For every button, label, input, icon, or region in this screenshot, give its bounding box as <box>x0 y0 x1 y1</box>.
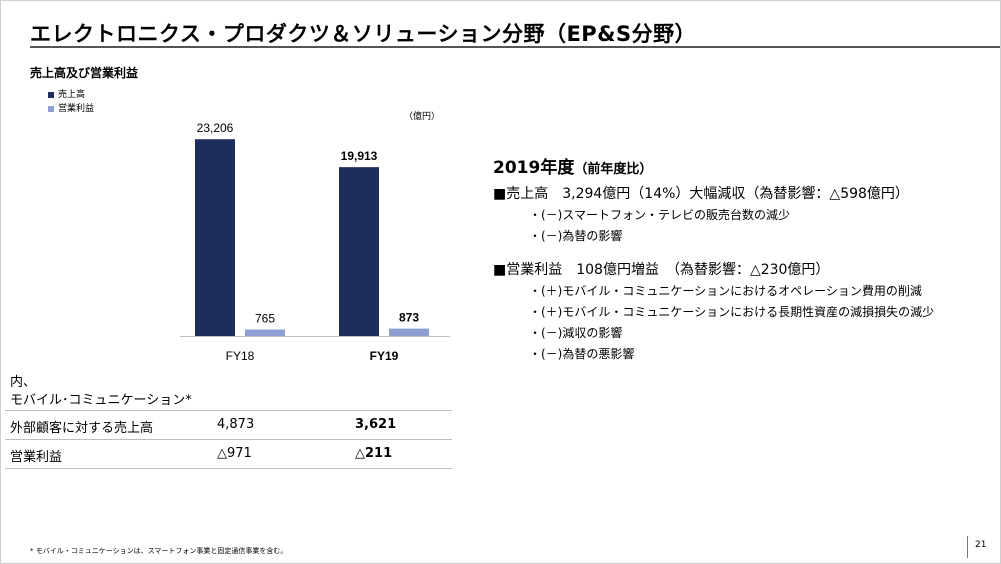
bar-profit-fy18 <box>245 329 285 336</box>
sales-point: ・(－)スマートフォン・テレビの販売台数の減少 <box>529 208 791 222</box>
footnote: * モバイル・コミュニケーションは、スマートフォン事業と固定通信事業を含む。 <box>30 547 288 555</box>
row-label: 営業利益 <box>10 450 63 465</box>
table-heading: 内、 モバイル･コミュニケーション* <box>5 374 452 410</box>
row-label: 外部顧客に対する売上高 <box>10 421 154 436</box>
row-value-fy18: 4,873 <box>217 417 255 432</box>
x-tick-label-fy19: FY19 <box>370 349 399 363</box>
legend-label-sales: 売上高 <box>58 90 86 100</box>
profit-point: ・(＋)モバイル・コミュニケーションにおける長期性資産の減損損失の減少 <box>529 305 935 319</box>
title-underline <box>30 46 1000 48</box>
page-number-divider <box>967 536 968 558</box>
legend-label-profit: 営業利益 <box>58 104 95 114</box>
data-label-sales-fy18: 23,206 <box>197 121 234 135</box>
row-value-fy19: △211 <box>355 446 393 461</box>
bar-profit-fy19 <box>389 328 429 336</box>
bar-sales-fy18 <box>195 139 235 336</box>
row-value-fy19: 3,621 <box>355 417 397 432</box>
x-tick-label-fy18: FY18 <box>226 349 255 363</box>
table-row: 営業利益 △971 △211 <box>5 439 452 469</box>
commentary-heading-year: 2019年度 <box>493 158 575 178</box>
chart-section-heading: 売上高及び営業利益 <box>30 66 139 80</box>
row-value-fy18: △971 <box>217 446 252 461</box>
unit-label: （億円） <box>404 112 441 122</box>
legend-swatch-sales <box>48 92 54 98</box>
profit-point: ・(＋)モバイル・コミュニケーションにおけるオペレーション費用の削減 <box>529 284 922 298</box>
page-number: 21 <box>975 540 987 550</box>
legend-item-profit: 営業利益 <box>48 102 94 116</box>
page-title: エレクトロニクス・プロダクツ＆ソリューション分野（EP&S分野） <box>30 22 697 46</box>
commentary-heading: 2019年度（前年度比） <box>493 155 993 183</box>
sales-bullet: ■売上高 3,294億円（14%）大幅減収（為替影響：△598億円） <box>493 186 909 202</box>
commentary-panel: 2019年度（前年度比） ■売上高 3,294億円（14%）大幅減収（為替影響：… <box>493 155 993 365</box>
table-heading-line-2: モバイル･コミュニケーション* <box>10 393 192 408</box>
table-heading-line-1: 内、 <box>10 375 37 390</box>
sales-point: ・(－)為替の影響 <box>529 229 623 243</box>
profit-point: ・(－)減収の影響 <box>529 326 623 340</box>
data-label-profit-fy19: 873 <box>399 311 419 325</box>
table-row: 外部顧客に対する売上高 4,873 3,621 <box>5 410 452 439</box>
chart-legend: 売上高 営業利益 <box>48 88 94 116</box>
mobile-communication-table: 内、 モバイル･コミュニケーション* 外部顧客に対する売上高 4,873 3,6… <box>5 374 452 469</box>
legend-swatch-profit <box>48 106 54 112</box>
legend-item-sales: 売上高 <box>48 88 94 102</box>
data-label-profit-fy18: 765 <box>255 312 275 326</box>
commentary-heading-note: （前年度比） <box>574 162 653 177</box>
data-label-sales-fy19: 19,913 <box>341 149 378 163</box>
profit-point: ・(－)為替の悪影響 <box>529 347 635 361</box>
bar-chart: 23,206 765 FY18 19,913 873 FY19 <box>180 121 450 363</box>
bar-sales-fy19 <box>339 167 379 336</box>
profit-bullet: ■営業利益 108億円増益 （為替影響：△230億円） <box>493 262 830 278</box>
